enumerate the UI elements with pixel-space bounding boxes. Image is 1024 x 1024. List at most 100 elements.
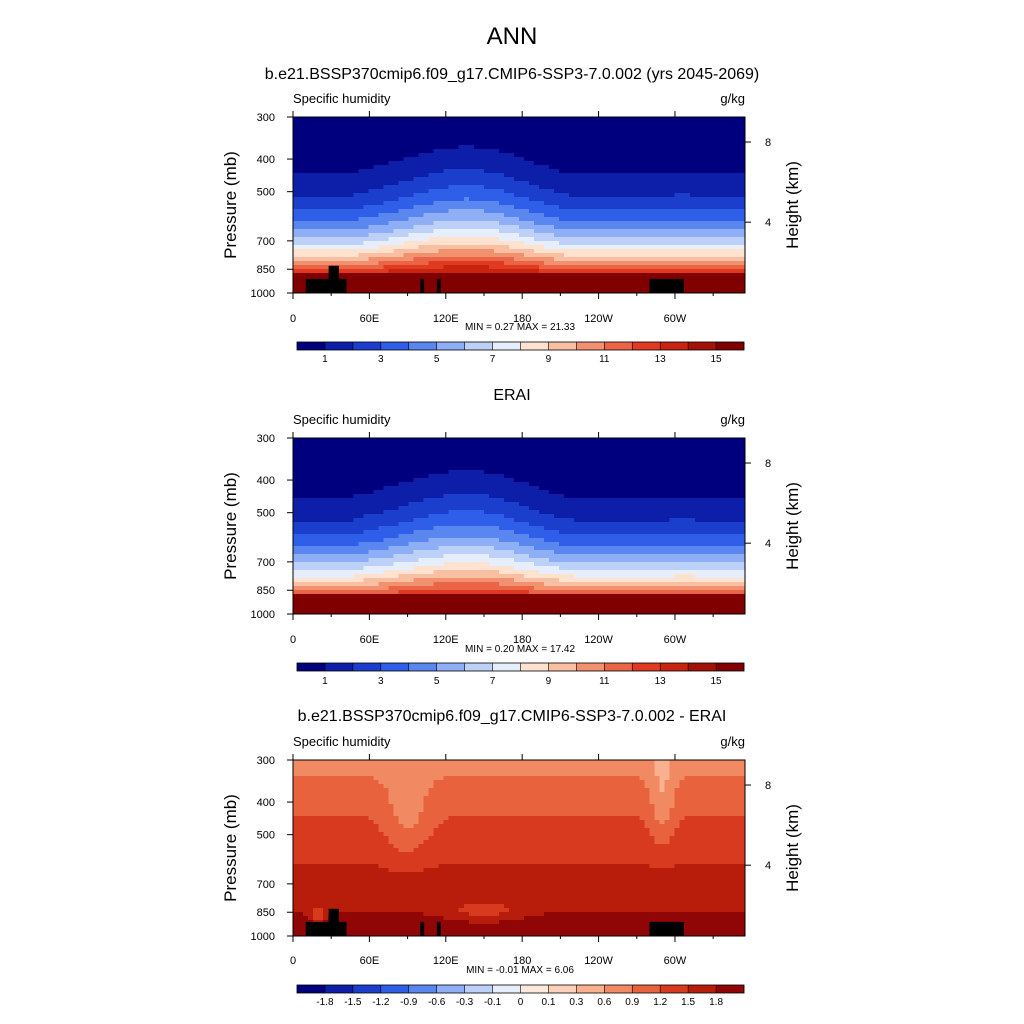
contour-cell [378,470,384,475]
contour-cell [493,117,500,122]
contour-cell [544,125,550,130]
contour-cell [614,442,621,447]
contour-cell [353,149,359,154]
contour-cell [734,257,741,262]
contour-cell [694,462,701,467]
contour-cell [478,209,485,214]
contour-cell [544,201,550,206]
contour-cell [318,462,324,467]
contour-cell [483,450,490,455]
contour-cell [293,209,299,214]
contour-cell [463,197,470,202]
contour-cell [388,470,395,475]
contour-cell [574,205,580,210]
contour-cell [604,237,610,242]
contour-cell [619,442,626,447]
contour-cell [709,281,716,286]
contour-cell [308,237,314,242]
contour-cell [624,458,631,463]
contour-cell [719,213,726,218]
contour-cell [524,269,530,274]
contour-cell [393,185,400,190]
contour-cell [428,253,435,258]
contour-cell [569,454,575,459]
contour-cell [353,233,359,238]
contour-cell [428,245,435,250]
contour-cell [594,458,600,463]
contour-cell [398,181,405,186]
contour-cell [448,193,455,198]
contour-cell [589,245,595,250]
contour-cell [634,462,641,467]
contour-cell [689,241,696,246]
contour-cell [714,446,721,451]
contour-cell [664,181,671,186]
contour-cell [734,438,741,443]
contour-cell [619,261,626,266]
contour-cell [363,197,369,202]
contour-cell [539,153,545,158]
land-block [328,265,339,293]
contour-cell [483,269,490,274]
contour-cell [358,269,364,274]
contour-cell [554,458,560,463]
contour-cell [579,446,585,451]
contour-cell [559,185,565,190]
contour-cell [303,149,309,154]
contour-cell [554,289,560,294]
contour-cell [468,462,475,467]
contour-cell [353,277,359,282]
contour-cell [353,229,359,234]
contour-cell [513,462,520,467]
contour-cell [664,161,671,166]
contour-cell [554,201,560,206]
contour-cell [493,233,500,238]
contour-cell [679,157,686,162]
contour-cell [544,265,550,270]
contour-cell [483,125,490,130]
contour-cell [689,149,696,154]
contour-cell [348,269,354,274]
contour-cell [554,470,560,475]
contour-cell [629,229,636,234]
contour-cell [614,201,621,206]
contour-cell [313,181,319,186]
contour-cell [594,217,600,222]
contour-cell [539,145,545,150]
contour-cell [519,161,525,166]
contour-cell [338,165,344,170]
contour-cell [443,253,450,258]
contour-cell [604,165,610,170]
contour-cell [719,193,726,198]
contour-cell [539,265,545,270]
contour-cell [318,217,324,222]
contour-cell [694,201,701,206]
contour-cell [388,173,395,178]
contour-cell [589,133,595,138]
contour-cell [569,249,575,254]
contour-cell [619,209,626,214]
contour-cell [609,241,616,246]
contour-cell [659,213,666,218]
contour-cell [699,442,706,447]
contour-cell [313,137,319,142]
contour-cell [709,133,716,138]
contour-cell [569,145,575,150]
contour-cell [709,161,716,166]
contour-cell [534,221,540,226]
contour-cell [614,181,621,186]
contour-cell [433,273,440,278]
contour-cell [458,462,465,467]
contour-cell [594,462,600,467]
contour-cell [619,265,626,270]
contour-cell [584,193,590,198]
contour-cell [659,177,666,182]
contour-cell [649,241,656,246]
contour-cell [443,438,450,443]
contour-cell [624,193,631,198]
contour-cell [664,245,671,250]
contour-cell [634,438,641,443]
contour-cell [488,450,495,455]
contour-cell [428,249,435,254]
contour-cell [584,145,590,150]
